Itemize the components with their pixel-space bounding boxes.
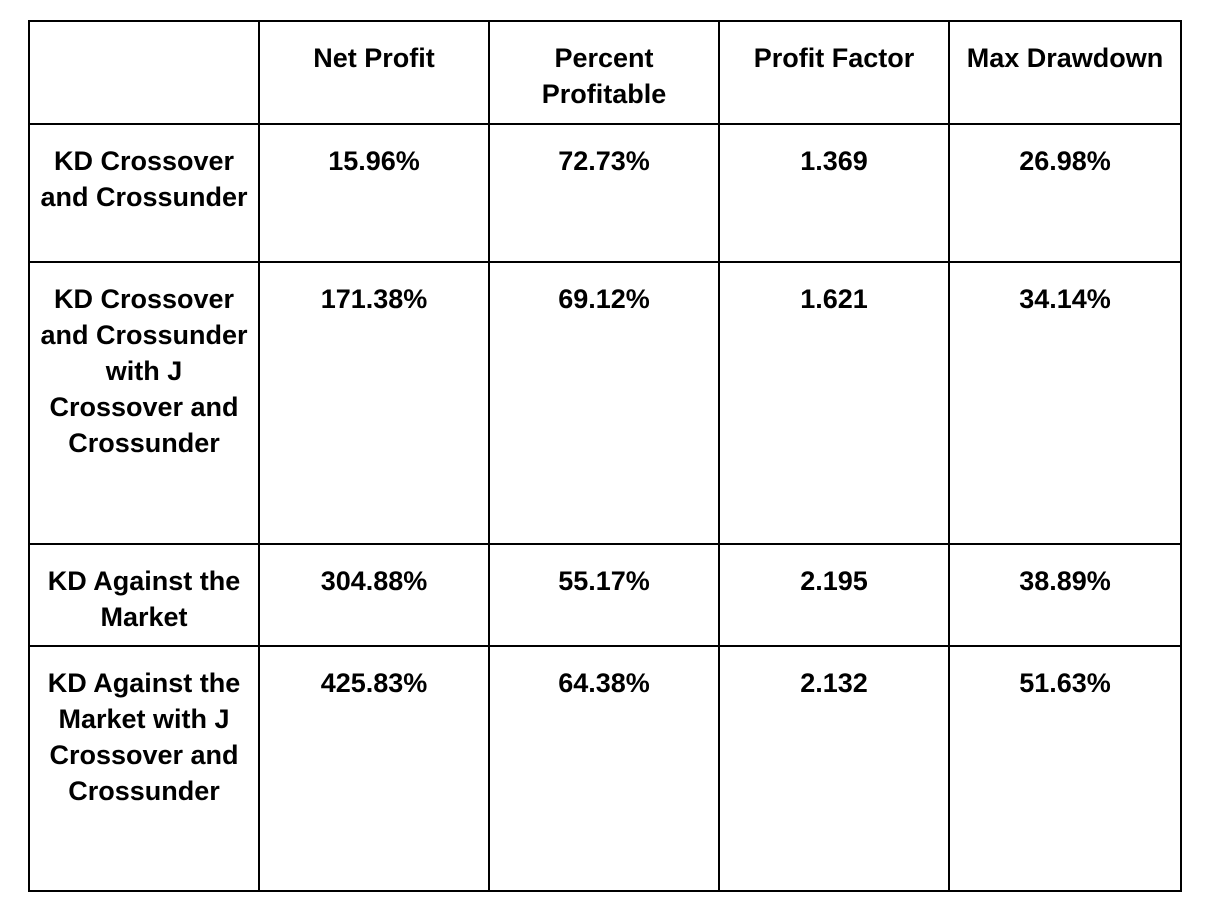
- table-row: KD Against the Market with J Crossover a…: [28, 645, 1182, 892]
- net-profit-cell: 15.96%: [258, 123, 490, 263]
- table-row: KD Against the Market 304.88% 55.17% 2.1…: [28, 543, 1182, 647]
- table-row: KD Crossover and Crossunder with J Cross…: [28, 261, 1182, 545]
- max-drawdown-cell: 38.89%: [948, 543, 1182, 647]
- profit-factor-cell: 2.195: [718, 543, 950, 647]
- header-cell-max-drawdown: Max Drawdown: [948, 20, 1182, 125]
- strategy-cell: KD Against the Market: [28, 543, 260, 647]
- profit-factor-cell: 1.369: [718, 123, 950, 263]
- profit-factor-cell: 1.621: [718, 261, 950, 545]
- strategy-cell: KD Crossover and Crossunder: [28, 123, 260, 263]
- profit-factor-cell: 2.132: [718, 645, 950, 892]
- header-row: Net Profit Percent Profitable Profit Fac…: [28, 20, 1182, 125]
- header-cell-net-profit: Net Profit: [258, 20, 490, 125]
- net-profit-cell: 171.38%: [258, 261, 490, 545]
- header-cell-percent-profitable: Percent Profitable: [488, 20, 720, 125]
- percent-profitable-cell: 69.12%: [488, 261, 720, 545]
- net-profit-cell: 425.83%: [258, 645, 490, 892]
- percent-profitable-cell: 64.38%: [488, 645, 720, 892]
- table-row: KD Crossover and Crossunder 15.96% 72.73…: [28, 123, 1182, 263]
- strategy-cell: KD Crossover and Crossunder with J Cross…: [28, 261, 260, 545]
- header-cell-empty: [28, 20, 260, 125]
- percent-profitable-cell: 55.17%: [488, 543, 720, 647]
- results-table: Net Profit Percent Profitable Profit Fac…: [28, 20, 1182, 892]
- max-drawdown-cell: 34.14%: [948, 261, 1182, 545]
- percent-profitable-cell: 72.73%: [488, 123, 720, 263]
- header-cell-profit-factor: Profit Factor: [718, 20, 950, 125]
- max-drawdown-cell: 26.98%: [948, 123, 1182, 263]
- net-profit-cell: 304.88%: [258, 543, 490, 647]
- strategy-cell: KD Against the Market with J Crossover a…: [28, 645, 260, 892]
- max-drawdown-cell: 51.63%: [948, 645, 1182, 892]
